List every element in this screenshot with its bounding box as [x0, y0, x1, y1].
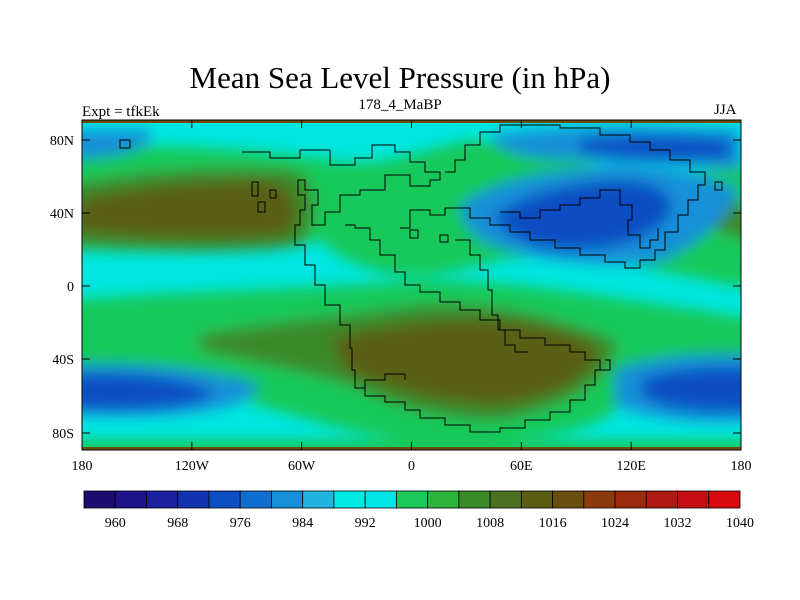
- coastline-east-south: [600, 359, 611, 371]
- colorbar-swatch: [302, 490, 335, 509]
- colorbar-label: 960: [105, 516, 126, 531]
- coastline-pangea-west: [242, 144, 601, 433]
- colorbar-label: 1016: [539, 516, 567, 531]
- coastlines: [119, 124, 723, 433]
- colorbar-swatch: [489, 490, 522, 509]
- colorbar-label: 968: [167, 516, 188, 531]
- colorbar-swatch: [333, 490, 366, 509]
- colorbar-label: 1024: [601, 516, 629, 531]
- colorbar-swatch: [114, 490, 147, 509]
- colorbar-swatch: [520, 490, 553, 509]
- coastline-small-islands: [119, 139, 723, 243]
- chart-title: Mean Sea Level Pressure (in hPa): [189, 60, 611, 95]
- x-tick-label: 180: [731, 459, 752, 474]
- experiment-label: Expt = tfkEk: [82, 104, 160, 120]
- axis-ticks: 180 120W 60W 0 60E 120E 180 80N 40N 0 40S 80S: [50, 120, 752, 474]
- colorbar-label: 1000: [414, 516, 442, 531]
- colorbar-label: 1032: [664, 516, 692, 531]
- contour-1024-south: [330, 320, 600, 405]
- colorbar-swatch: [239, 490, 272, 509]
- contour-992-northwest: [82, 130, 151, 159]
- coastline-asia-inner: [500, 189, 659, 249]
- colorbar-swatch: [583, 490, 616, 509]
- x-tick-label: 120E: [616, 459, 646, 474]
- colorbar-label: 976: [230, 516, 251, 531]
- season-label: JJA: [714, 102, 737, 118]
- colorbar-swatch: [177, 490, 210, 509]
- colorbar-label: 1008: [476, 516, 504, 531]
- contour-984-asia: [495, 180, 671, 250]
- coastline-asia-east: [400, 124, 706, 269]
- y-tick-label: 40N: [50, 207, 74, 222]
- colorbar-swatch: [83, 490, 116, 509]
- contour-field: [82, 120, 741, 450]
- colorbar-swatch: [614, 490, 647, 509]
- y-tick-label: 80N: [50, 134, 74, 149]
- x-tick-label: 180: [72, 459, 93, 474]
- colorbar-swatch: [645, 490, 678, 509]
- colorbar-label: 1040: [726, 516, 754, 531]
- colorbar-swatch: [208, 490, 241, 509]
- contour-984-southwest: [82, 373, 215, 410]
- x-tick-label: 0: [408, 459, 415, 474]
- y-tick-label: 40S: [52, 353, 74, 368]
- x-tick-label: 120W: [175, 459, 210, 474]
- coastline-gondwana-inner: [455, 239, 528, 353]
- colorbar-swatch: [427, 490, 460, 509]
- colorbar-swatch: [146, 490, 179, 509]
- y-tick-label: 80S: [52, 427, 74, 442]
- colorbar-swatch: [708, 490, 741, 509]
- colorbar-swatch: [271, 490, 304, 509]
- y-tick-label: 0: [67, 280, 74, 295]
- colorbar: 960 968 976 984 992 1000 1008 1016 1024 1032 1040: [83, 490, 754, 531]
- contour-984-arctic: [580, 136, 730, 160]
- colorbar-label: 992: [355, 516, 376, 531]
- colorbar-label: 984: [292, 516, 313, 531]
- coastline-southern-tip: [355, 373, 406, 389]
- contour-1024-pacific: [82, 180, 296, 238]
- colorbar-swatch: [677, 490, 710, 509]
- contour-984-southeast: [640, 367, 741, 412]
- x-tick-label: 60W: [288, 459, 316, 474]
- run-label: 178_4_MaBP: [358, 97, 442, 113]
- x-tick-label: 60E: [510, 459, 533, 474]
- colorbar-swatch: [458, 490, 491, 509]
- colorbar-swatch: [364, 490, 397, 509]
- colorbar-swatch: [552, 490, 585, 509]
- colorbar-swatch: [395, 490, 429, 509]
